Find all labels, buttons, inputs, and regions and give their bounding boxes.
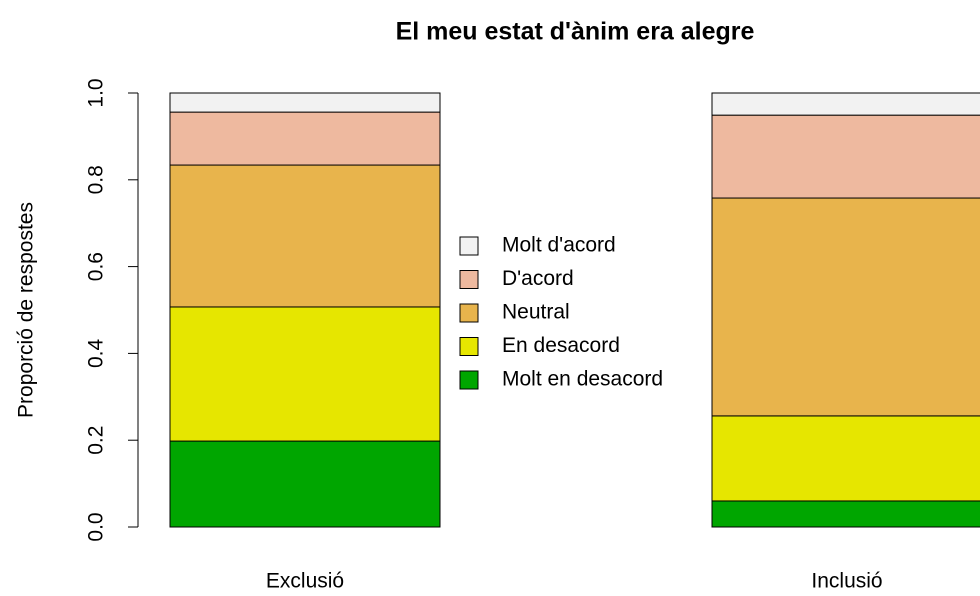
y-tick-label: 0.0 [85,512,108,541]
y-tick-label: 0.4 [85,338,108,368]
bar-segment [169,111,441,166]
y-axis-label: Proporció de respostes [15,202,38,418]
y-tick-label: 0.8 [85,165,108,194]
legend-swatch [459,370,479,390]
legend-label: Molt d'acord [502,234,616,257]
bar-segment [169,92,441,113]
y-tick-label: 1.0 [85,78,108,107]
y-tick-label: 0.2 [85,426,108,455]
legend-label: Molt en desacord [502,368,663,391]
bar-segment [169,440,441,528]
legend-label: En desacord [502,334,620,357]
bar-segment [711,500,980,528]
x-tick-label: Exclusió [266,570,344,593]
x-tick-label: Inclusió [811,570,882,593]
legend-swatch [459,270,479,289]
legend-swatch [459,337,479,356]
legend-swatch [459,236,479,256]
bar-segment [711,92,980,116]
bar-segment [711,114,980,199]
bar-segment [169,306,441,442]
chart-title: El meu estat d'ànim era alegre [396,18,755,46]
bar-segment [711,415,980,502]
y-tick-label: 0.6 [85,252,108,281]
legend-label: D'acord [502,267,574,290]
bar-segment [169,164,441,308]
legend-swatch [459,303,479,323]
legend-label: Neutral [502,301,570,324]
bar-segment [711,197,980,417]
